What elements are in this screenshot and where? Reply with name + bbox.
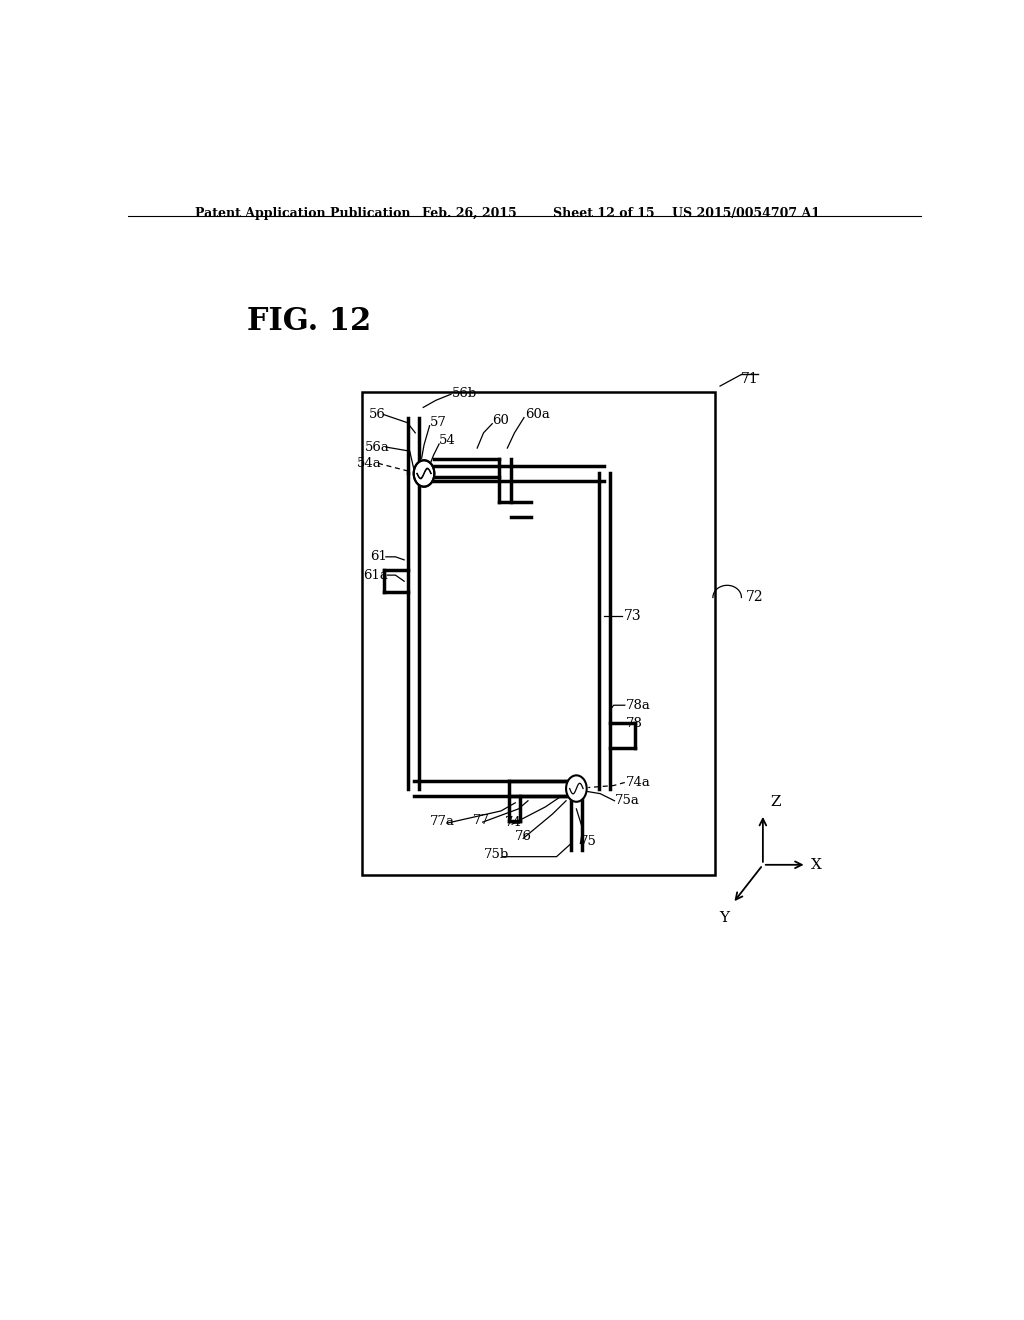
Text: 76: 76	[514, 830, 531, 843]
Text: Feb. 26, 2015: Feb. 26, 2015	[422, 207, 516, 220]
Text: 75: 75	[581, 836, 597, 847]
Text: 56b: 56b	[452, 387, 477, 400]
Text: 78: 78	[626, 717, 642, 730]
Text: 78a: 78a	[626, 698, 650, 711]
Text: 56a: 56a	[365, 441, 389, 454]
Text: 61a: 61a	[362, 569, 388, 582]
Text: 75a: 75a	[615, 795, 640, 808]
Text: X: X	[811, 858, 821, 871]
Text: 54a: 54a	[357, 457, 382, 470]
Text: 71: 71	[740, 372, 759, 385]
Circle shape	[566, 775, 587, 801]
Text: 60a: 60a	[524, 408, 550, 421]
Bar	[362, 392, 715, 875]
Text: 74a: 74a	[626, 776, 650, 789]
Text: 61: 61	[370, 550, 387, 564]
Text: US 2015/0054707 A1: US 2015/0054707 A1	[672, 207, 819, 220]
Text: 56: 56	[369, 408, 385, 421]
Text: Z: Z	[771, 795, 781, 809]
Text: 73: 73	[624, 609, 642, 623]
Text: 54: 54	[439, 434, 456, 447]
Text: FIG. 12: FIG. 12	[247, 306, 372, 337]
Text: 74: 74	[505, 816, 522, 829]
Text: 77a: 77a	[430, 814, 456, 828]
Text: 75b: 75b	[483, 849, 509, 861]
Text: 60: 60	[493, 414, 509, 428]
Text: Patent Application Publication: Patent Application Publication	[196, 207, 411, 220]
Text: 72: 72	[745, 590, 763, 605]
Text: 77: 77	[472, 813, 489, 826]
Text: Y: Y	[719, 911, 729, 924]
Circle shape	[414, 461, 434, 487]
Text: 57: 57	[430, 416, 446, 429]
Text: Sheet 12 of 15: Sheet 12 of 15	[553, 207, 654, 220]
